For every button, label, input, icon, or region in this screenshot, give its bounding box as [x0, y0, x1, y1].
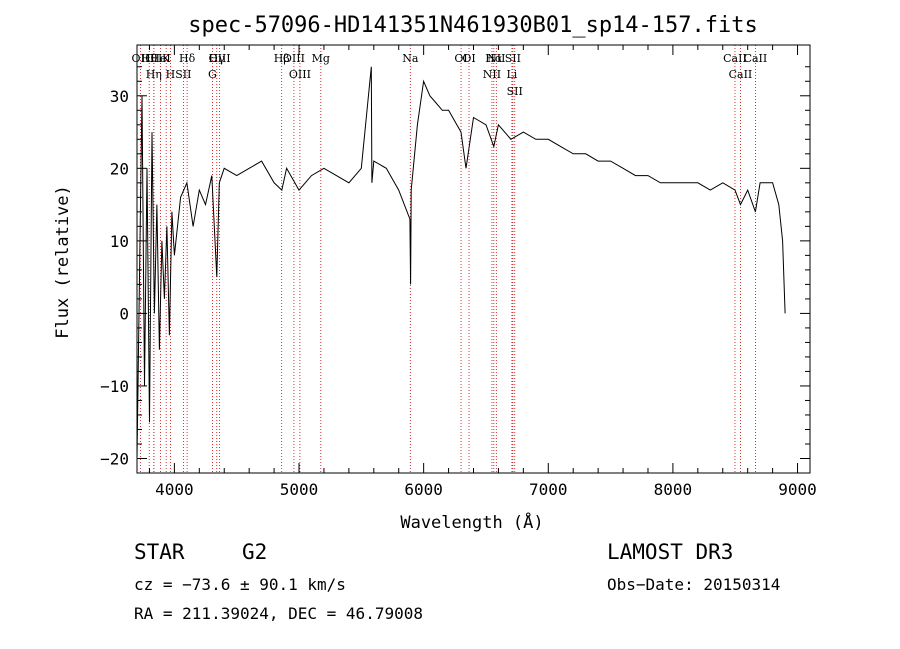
x-axis: 4000 5000 6000 7000 8000 9000	[148, 45, 817, 499]
y-tick-label: 20	[110, 159, 129, 178]
y-tick-label: −10	[100, 377, 129, 396]
line-label: CII	[145, 52, 162, 65]
line-label: OI	[454, 52, 467, 65]
spectral-line-markers	[139, 45, 756, 473]
object-class: STAR	[134, 540, 185, 564]
object-subclass: G2	[242, 540, 267, 564]
plot-frame	[136, 44, 811, 474]
line-label: CaII	[729, 68, 753, 81]
y-tick-label: 30	[110, 87, 129, 106]
line-label: NII	[487, 52, 505, 65]
line-label: CaII	[723, 52, 747, 65]
x-tick-label: 9000	[778, 480, 817, 499]
line-label: NII	[483, 68, 501, 81]
line-label: Na	[402, 52, 419, 65]
line-label: Hβ	[274, 52, 290, 65]
line-label: Mg	[312, 52, 330, 65]
x-axis-label: Wavelength (Å)	[400, 511, 543, 533]
line-label: SII	[505, 52, 521, 65]
line-label: Hδ	[179, 52, 196, 65]
y-axis: −20 −10 0 10 20 30	[100, 66, 810, 468]
x-tick-label: 6000	[404, 480, 443, 499]
line-label: HeI	[150, 52, 170, 65]
x-tick-label: 8000	[654, 480, 693, 499]
line-label: Hα	[485, 52, 503, 65]
line-label: OI	[462, 52, 475, 65]
y-tick-label: −20	[100, 449, 129, 468]
line-label: OIII	[289, 68, 311, 81]
coordinates: RA = 211.39024, DEC = 46.79008	[134, 604, 423, 623]
line-label: Hγ	[209, 52, 226, 65]
chart-title: spec-57096-HD141351N461930B01_sp14-157.f…	[188, 13, 758, 38]
line-label: G	[208, 68, 217, 81]
line-label: SII	[175, 68, 191, 81]
line-label: K	[162, 52, 171, 65]
y-tick-label: 10	[110, 232, 129, 251]
line-label: Hθ	[141, 52, 158, 65]
x-tick-label: 7000	[529, 480, 568, 499]
y-axis-label: Flux (relative)	[53, 185, 73, 339]
line-label: OII	[132, 52, 150, 65]
survey-name: LAMOST DR3	[607, 540, 733, 564]
redshift-cz: cz = −73.6 ± 90.1 km/s	[134, 575, 346, 594]
line-label: CaII	[744, 52, 768, 65]
line-label: SII	[507, 85, 523, 98]
y-tick-label: 0	[119, 304, 129, 323]
x-tick-label: 5000	[280, 480, 319, 499]
line-label: Hη	[146, 68, 162, 81]
observation-date: Obs−Date: 20150314	[607, 575, 780, 594]
line-label: OIII	[283, 52, 305, 65]
line-label: H	[166, 68, 176, 81]
line-label: Li	[506, 68, 517, 81]
x-tick-label: 4000	[155, 480, 194, 499]
spectrum-line	[136, 66, 786, 459]
line-label: OIII	[209, 52, 231, 65]
